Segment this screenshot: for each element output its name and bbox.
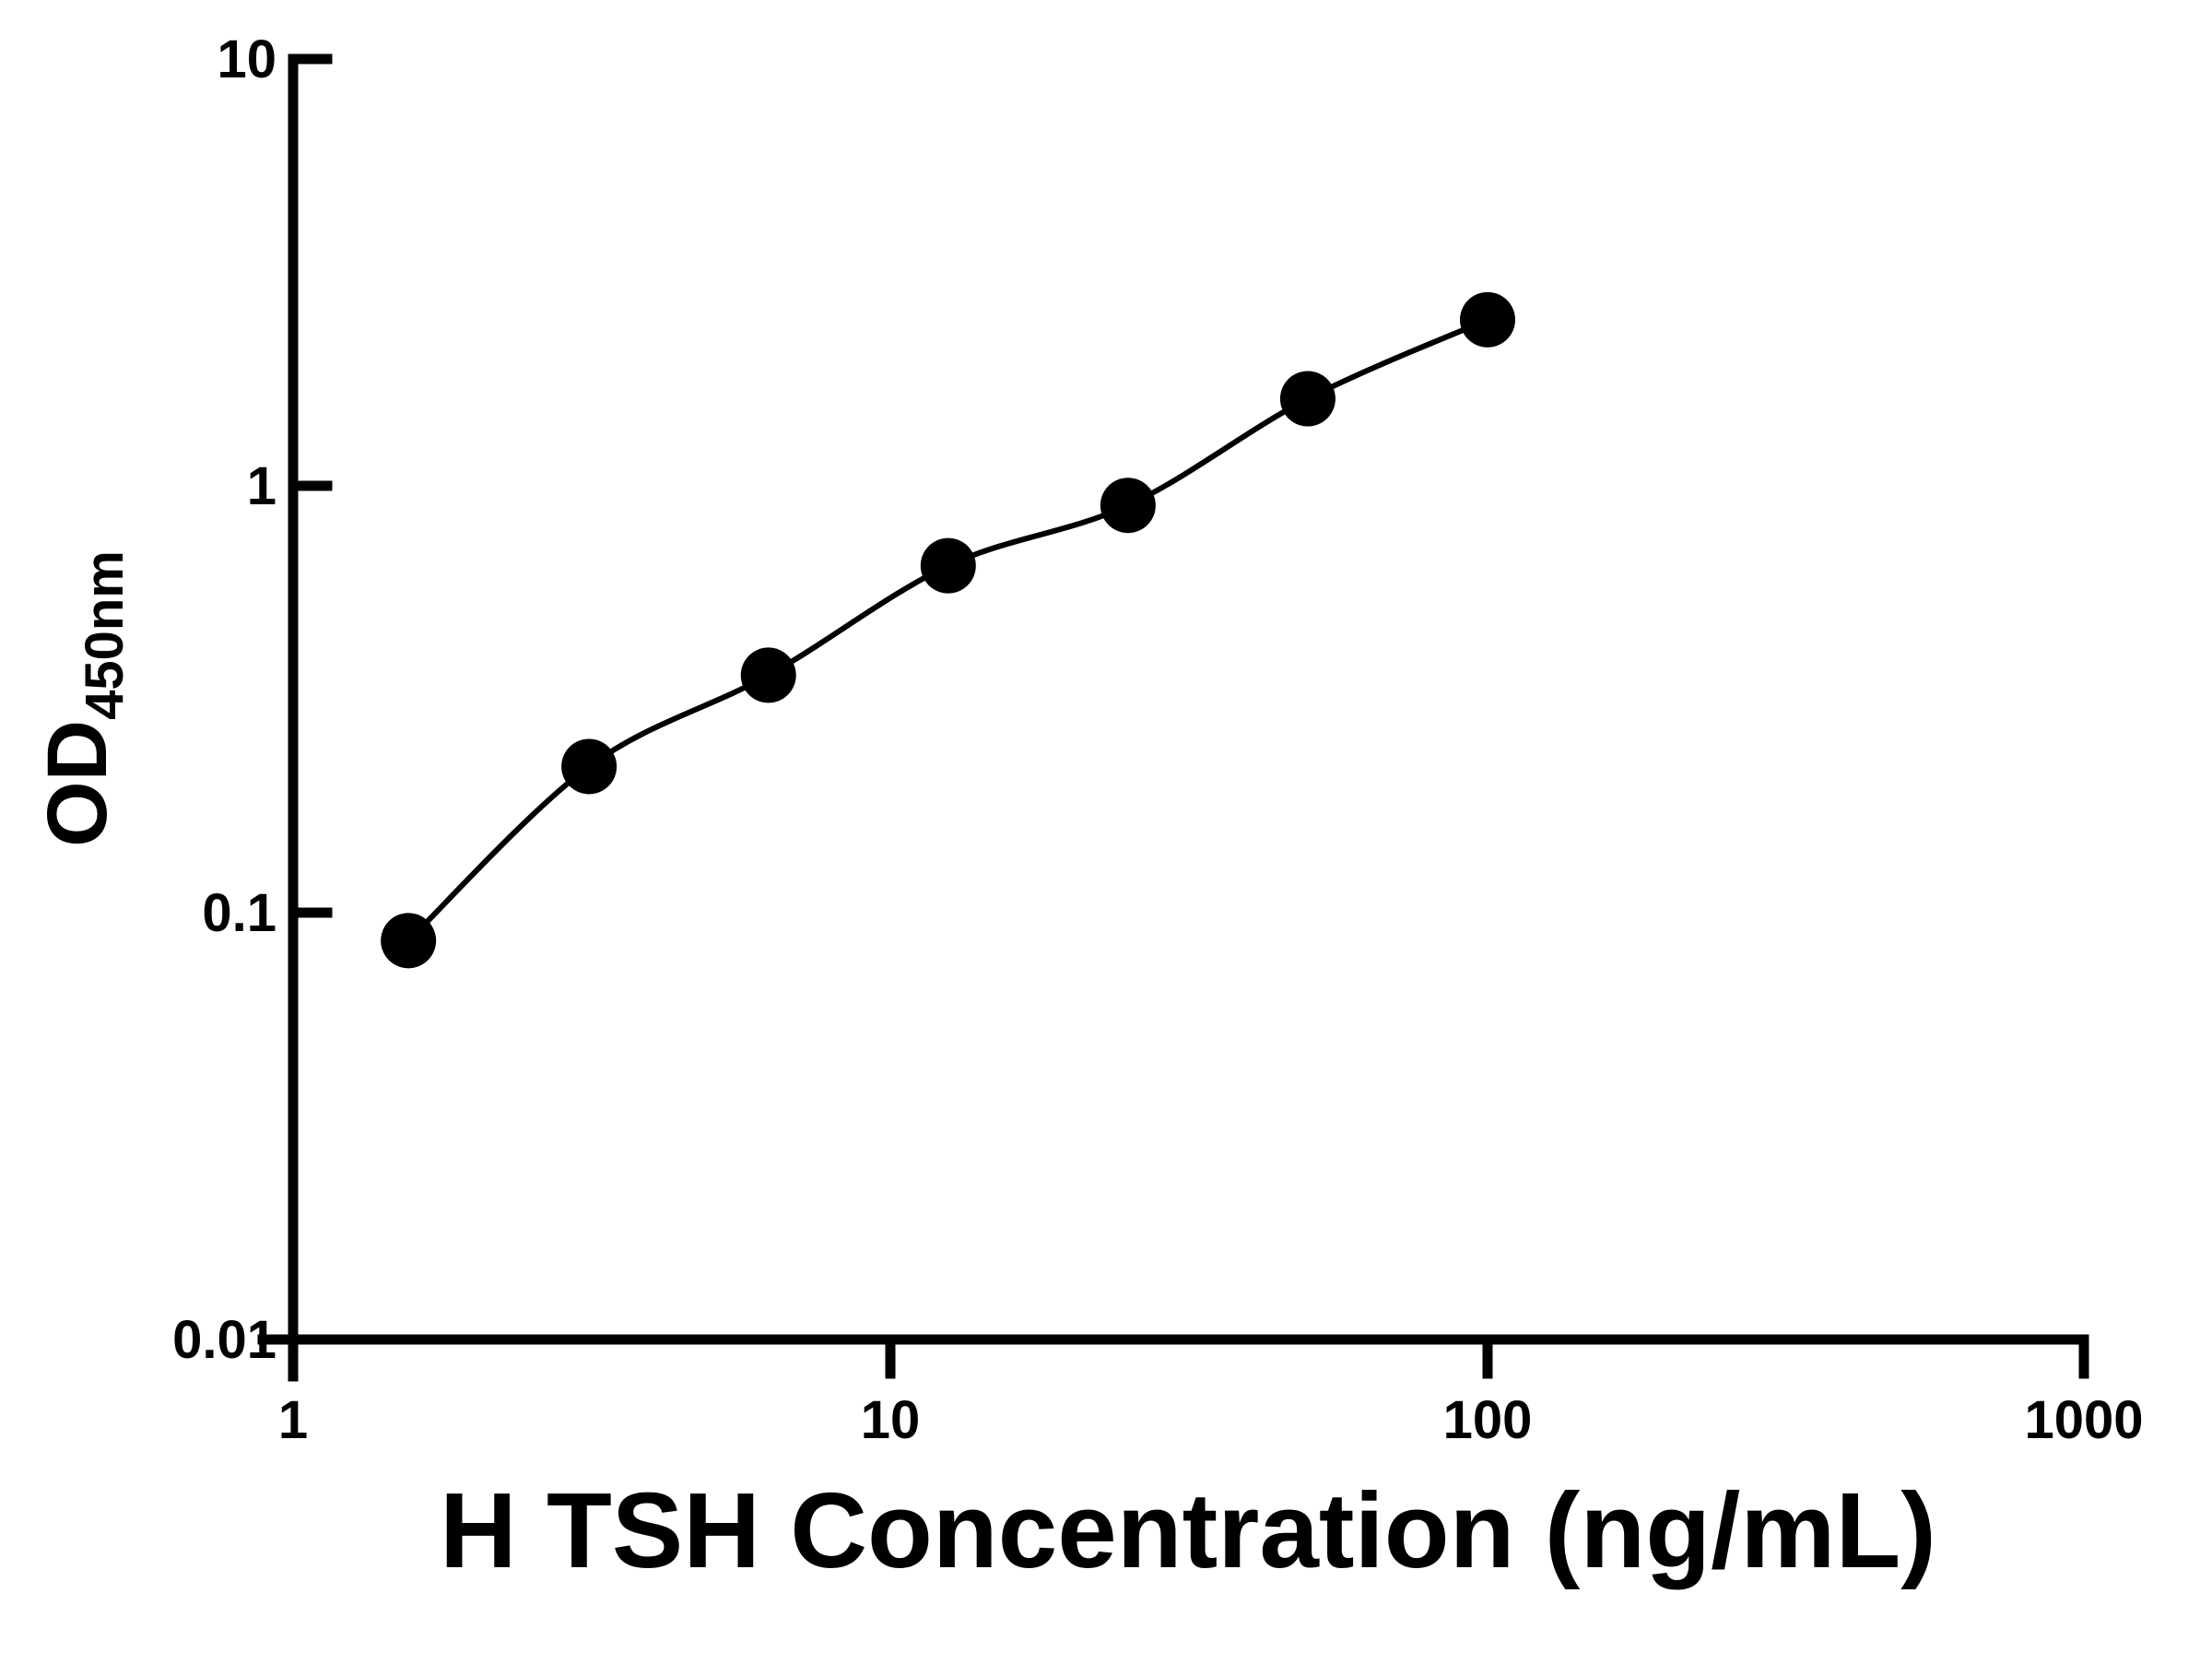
svg-text:0.1: 0.1	[202, 883, 276, 943]
svg-text:1: 1	[247, 456, 276, 516]
svg-text:100: 100	[1443, 1390, 1533, 1450]
svg-text:10: 10	[861, 1390, 921, 1450]
svg-text:1: 1	[278, 1390, 308, 1450]
svg-text:10: 10	[217, 30, 276, 89]
svg-text:0.01: 0.01	[172, 1310, 276, 1370]
svg-text:H TSH Concentration (ng/mL): H TSH Concentration (ng/mL)	[440, 1470, 1936, 1590]
svg-text:1000: 1000	[2024, 1390, 2143, 1450]
